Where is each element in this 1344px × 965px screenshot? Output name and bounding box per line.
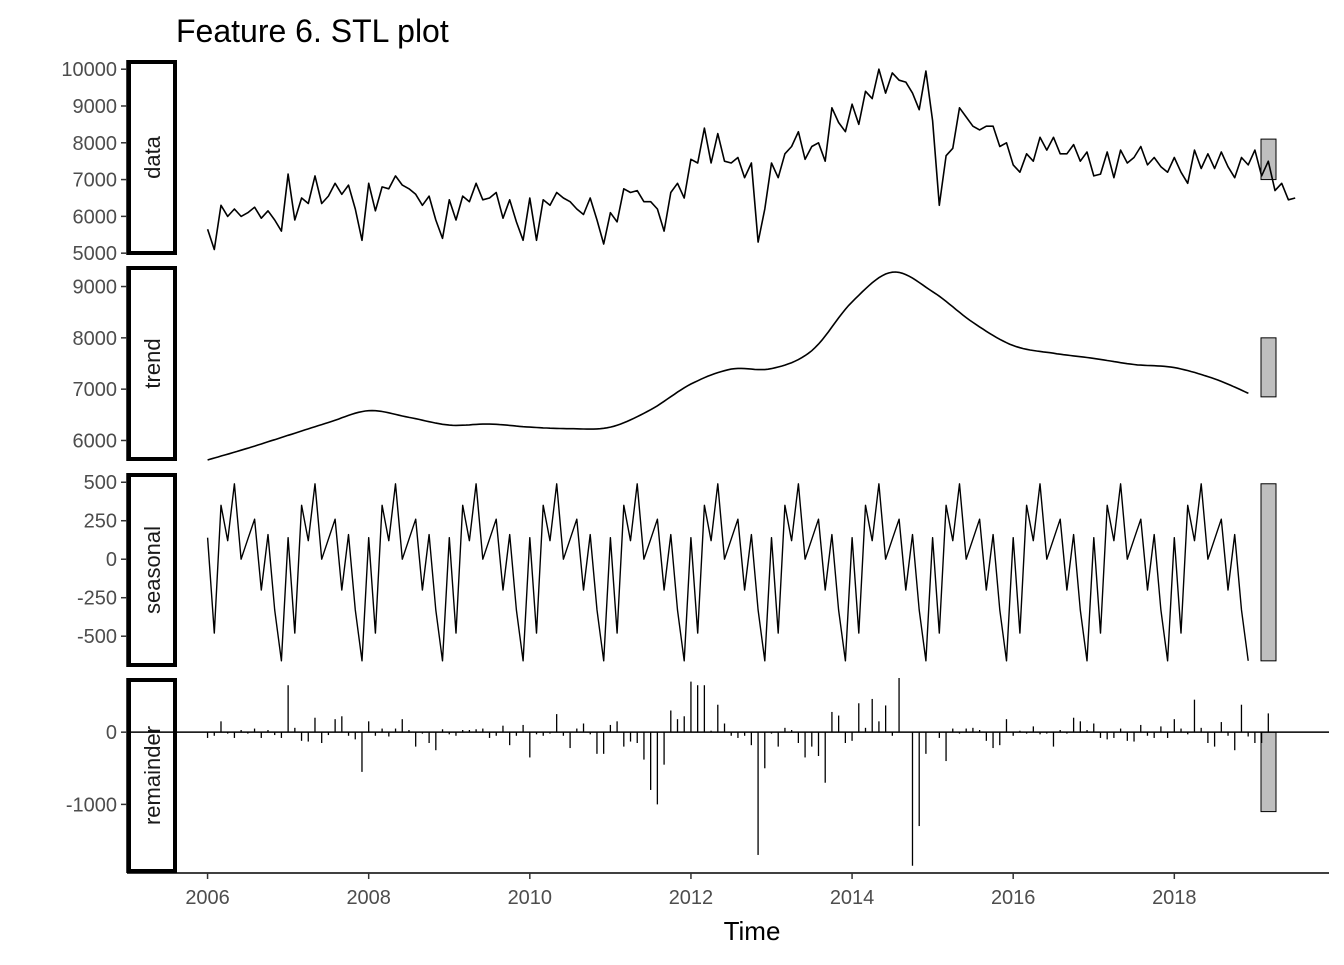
range-bar-seasonal	[1260, 483, 1277, 662]
strip-label-seasonal: seasonal	[140, 526, 165, 614]
x-tick-label: 2016	[991, 887, 1036, 909]
y-tick-label: -250	[77, 588, 117, 610]
series-line-seasonal	[206, 483, 1249, 662]
y-tick-label: 6000	[73, 206, 118, 228]
y-tick-label: 5000	[73, 243, 118, 265]
y-tick-label: 7000	[73, 379, 118, 401]
y-tick-label: 8000	[73, 133, 118, 155]
x-tick-label: 2008	[346, 887, 391, 909]
strip-box-trend	[127, 266, 177, 461]
range-bar-trend	[1260, 337, 1277, 398]
y-tick-label: 0	[106, 549, 117, 571]
y-tick-label: 6000	[73, 430, 118, 452]
x-tick-label: 2012	[669, 887, 714, 909]
y-tick-label: 7000	[73, 170, 118, 192]
x-tick-label: 2006	[185, 887, 230, 909]
series-line-trend	[207, 271, 1249, 461]
strip-label-trend: trend	[140, 338, 165, 388]
x-axis: 2006 2008 2010 2012 2014 2016 2018	[127, 872, 1329, 909]
panel-seasonal: seasonal -500 -250 0 250 500	[77, 472, 1277, 667]
panel-remainder: remainder -1000 0	[66, 678, 1329, 873]
y-tick-label: 250	[84, 511, 117, 533]
y-tick-label: 0	[106, 722, 117, 744]
y-tick-label: 500	[84, 472, 117, 494]
strip-label-data: data	[140, 135, 165, 179]
series-line-data	[206, 68, 1296, 251]
strip-box-remainder	[127, 678, 177, 873]
x-tick-label: 2014	[830, 887, 875, 909]
strip-box-data	[127, 60, 177, 255]
range-bar-remainder	[1260, 731, 1277, 813]
panels: data5000600070008000900010000trend600070…	[61, 59, 1329, 873]
y-tick-label: 9000	[73, 277, 118, 299]
panel-trend: trend 6000 7000 8000 9000	[73, 266, 1277, 461]
chart-title: Feature 6. STL plot	[176, 13, 449, 49]
y-tick-label: -1000	[66, 794, 117, 816]
strip-box-seasonal	[127, 473, 177, 667]
strip-label-remainder: remainder	[140, 726, 165, 825]
panel-data: data 5000 6000 7000 8000 9000 10000	[61, 59, 1296, 265]
y-tick-label: 8000	[73, 328, 118, 350]
y-tick-label: -500	[77, 626, 117, 648]
y-tick-label: 9000	[73, 96, 118, 118]
x-tick-label: 2010	[508, 887, 553, 909]
y-tick-label: 10000	[61, 59, 117, 81]
x-tick-label: 2018	[1152, 887, 1197, 909]
x-axis-label: Time	[724, 916, 781, 946]
